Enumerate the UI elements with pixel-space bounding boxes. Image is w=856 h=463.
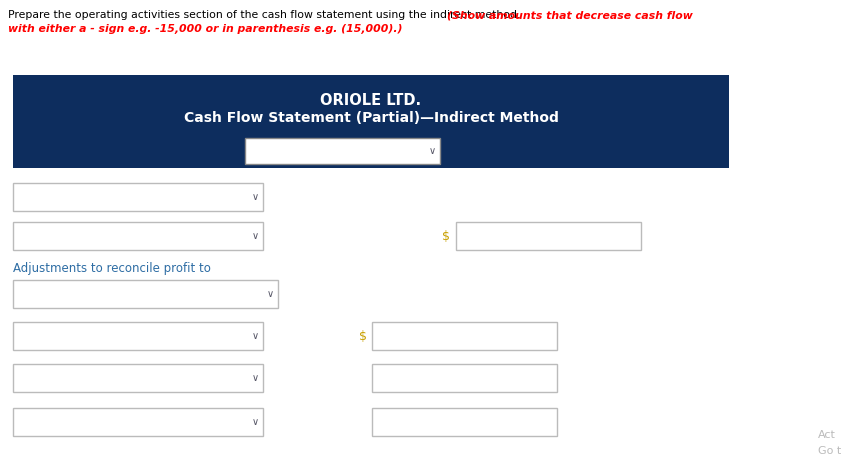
FancyBboxPatch shape <box>245 138 440 164</box>
FancyBboxPatch shape <box>372 364 557 392</box>
Text: ∨: ∨ <box>252 373 259 383</box>
Text: ORIOLE LTD.: ORIOLE LTD. <box>320 93 421 108</box>
Text: $: $ <box>442 230 450 243</box>
Text: Go t: Go t <box>818 446 841 456</box>
Text: Cash Flow Statement (Partial)—Indirect Method: Cash Flow Statement (Partial)—Indirect M… <box>183 111 558 125</box>
FancyBboxPatch shape <box>372 322 557 350</box>
FancyBboxPatch shape <box>13 408 263 436</box>
FancyBboxPatch shape <box>13 280 278 308</box>
FancyBboxPatch shape <box>372 408 557 436</box>
Text: ∨: ∨ <box>266 289 274 299</box>
FancyBboxPatch shape <box>13 364 263 392</box>
Text: ∨: ∨ <box>252 231 259 241</box>
Text: (Show amounts that decrease cash flow: (Show amounts that decrease cash flow <box>447 10 693 20</box>
Text: ∨: ∨ <box>252 192 259 202</box>
FancyBboxPatch shape <box>13 183 263 211</box>
FancyBboxPatch shape <box>13 75 729 168</box>
Text: with either a - sign e.g. -15,000 or in parenthesis e.g. (15,000).): with either a - sign e.g. -15,000 or in … <box>8 24 402 34</box>
FancyBboxPatch shape <box>456 222 641 250</box>
Text: ∨: ∨ <box>429 146 436 156</box>
Text: $: $ <box>359 330 367 343</box>
Text: ∨: ∨ <box>252 417 259 427</box>
Text: Prepare the operating activities section of the cash flow statement using the in: Prepare the operating activities section… <box>8 10 524 20</box>
Text: Act: Act <box>818 430 835 440</box>
FancyBboxPatch shape <box>13 322 263 350</box>
Text: Adjustments to reconcile profit to: Adjustments to reconcile profit to <box>13 262 211 275</box>
FancyBboxPatch shape <box>13 222 263 250</box>
Text: ∨: ∨ <box>252 331 259 341</box>
